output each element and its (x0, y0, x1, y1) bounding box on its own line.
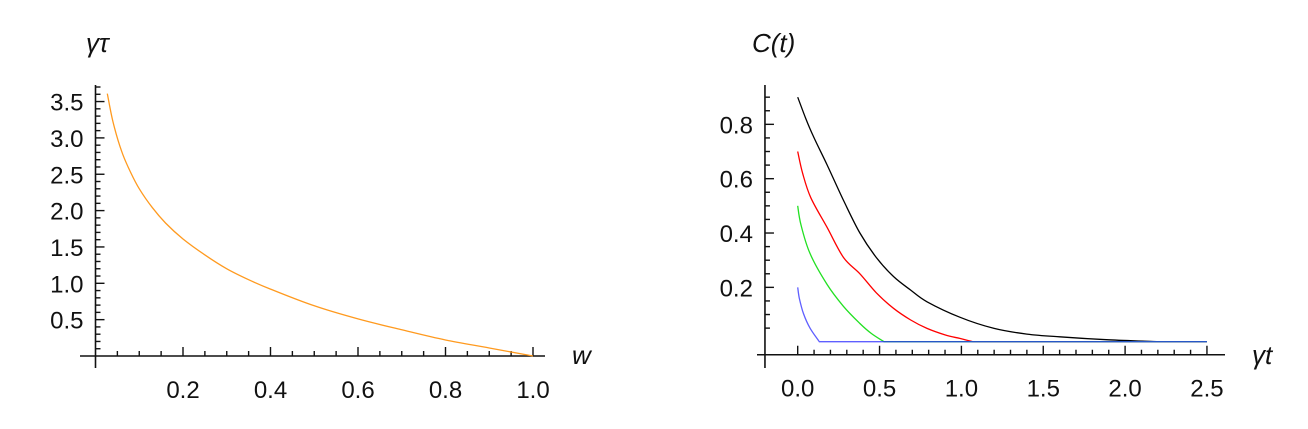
right-x-tick-label: 2.0 (1108, 376, 1141, 403)
left-y-tick-label: 1.5 (50, 235, 83, 262)
right-y-tick-label: 0.4 (720, 221, 753, 248)
right-y-tick-label: 0.6 (720, 167, 753, 194)
left-x-tick-label: 1.0 (516, 377, 549, 404)
left-y-tick-label: 0.5 (50, 308, 83, 335)
right-series-line-1 (797, 96, 1207, 343)
right-y-tick-label: 0.2 (720, 275, 753, 302)
right-y-tick-label: 0.8 (720, 112, 753, 139)
left-x-axis-label: w (572, 340, 593, 370)
left-y-tick-label: 2.5 (50, 162, 83, 189)
right-x-tick-label: 1.0 (945, 376, 978, 403)
right-series-line-3 (797, 205, 1207, 343)
right-series-line-2 (797, 151, 1207, 343)
right-x-tick-label: 2.5 (1190, 376, 1223, 403)
left-plot: γτ w 0.2 0.4 0.6 0.8 1.0 0.5 1.0 1.5 2.0 2.5 3.0 3.… (50, 28, 593, 404)
left-y-tick-label: 3.5 (50, 90, 83, 117)
left-y-tick-label: 1.0 (50, 271, 83, 298)
right-x-tick-label: 1.5 (1027, 376, 1060, 403)
left-y-tick-label: 2.0 (50, 199, 83, 226)
left-y-tick-label: 3.0 (50, 126, 83, 153)
right-series-line-4 (797, 287, 1207, 343)
right-x-axis-label: γt (1252, 340, 1274, 370)
left-x-tick-label: 0.8 (429, 377, 462, 404)
right-y-axis-label: C(t) (752, 28, 795, 58)
right-x-tick-label: 0.0 (781, 376, 814, 403)
left-x-tick-label: 0.4 (254, 377, 287, 404)
left-series-line-1 (106, 93, 534, 357)
left-x-tick-label: 0.6 (341, 377, 374, 404)
left-x-tick-label: 0.2 (166, 377, 199, 404)
right-plot: C(t) γt 0.0 0.5 1.0 1.5 2.0 2.5 0.2 0.4 0.6 0.8 (720, 28, 1274, 403)
left-y-axis-label: γτ (86, 28, 111, 58)
right-x-tick-label: 0.5 (863, 376, 896, 403)
